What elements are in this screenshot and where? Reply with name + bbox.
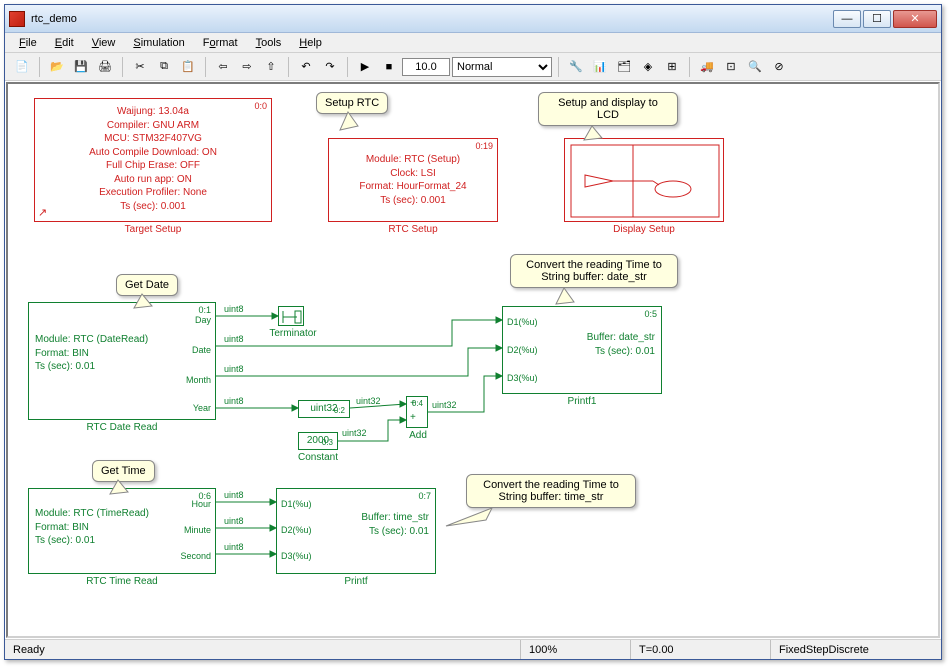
block-label-printf1: Printf1 [502,396,662,407]
menu-help[interactable]: Help [291,35,330,51]
block-label-add: Add [400,430,436,441]
app-window: rtc_demo — ☐ ✕ File Edit View Simulation… [4,4,942,660]
block-content: Buffer: date_str Ts (sec): 0.01 [503,307,661,364]
status-solver: FixedStepDiscrete [771,640,941,659]
block-label-terminator: Terminator [268,328,318,339]
callout-date-str: Convert the reading Time to String buffe… [510,254,678,288]
app-icon [9,11,25,27]
model-canvas[interactable]: 0:0 Waijung: 13.04a Compiler: GNU ARM MC… [6,82,940,638]
block-add[interactable]: 0:4 ++ [406,396,428,428]
tool-icon-9[interactable]: ⊘ [768,56,790,78]
menu-file[interactable]: File [11,35,45,51]
block-label-date-read: RTC Date Read [28,422,216,433]
callout-display-lcd: Setup and display to LCD [538,92,678,126]
block-terminator[interactable] [278,306,304,326]
tool-icon-2[interactable]: 📊 [589,56,611,78]
close-button[interactable]: ✕ [893,10,937,28]
new-icon[interactable]: 📄 [11,56,33,78]
block-content: Buffer: time_str Ts (sec): 0.01 [277,489,435,544]
block-label-time-read: RTC Time Read [28,576,216,587]
paste-icon[interactable]: 📋 [177,56,199,78]
block-content: Module: RTC (DateRead) Format: BIN Ts (s… [29,303,215,380]
up-icon[interactable]: ⇧ [260,56,282,78]
menu-format[interactable]: Format [195,35,246,51]
window-controls: — ☐ ✕ [833,10,937,28]
stop-icon[interactable]: ■ [378,56,400,78]
block-content: Waijung: 13.04a Compiler: GNU ARM MCU: S… [35,99,271,219]
toolbar: 📄 📂 💾 🖨 ✂ ⧉ 📋 ⇦ ⇨ ⇧ ↶ ↷ ▶ ■ Normal 🔧 📊 🗂… [5,53,941,81]
block-constant[interactable]: 2000 0:3 [298,432,338,450]
block-uint32[interactable]: uint32 0:2 [298,400,350,418]
menu-simulation[interactable]: Simulation [125,35,192,51]
block-label-target: Target Setup [34,224,272,235]
statusbar: Ready 100% T=0.00 FixedStepDiscrete [5,639,941,659]
tool-icon-6[interactable]: 🚚 [696,56,718,78]
callout-get-date: Get Date [116,274,178,296]
block-printf[interactable]: 0:7 D1(%u) D2(%u) D3(%u) Buffer: time_st… [276,488,436,574]
minimize-button[interactable]: — [833,10,861,28]
forward-icon[interactable]: ⇨ [236,56,258,78]
priority-label: 0:19 [475,141,493,151]
tool-icon-7[interactable]: ⊡ [720,56,742,78]
block-label-printf: Printf [276,576,436,587]
block-printf1[interactable]: 0:5 D1(%u) D2(%u) D3(%u) Buffer: date_st… [502,306,662,394]
priority-label: 0:0 [254,101,267,111]
tool-icon-3[interactable]: 🗂 [613,56,635,78]
tool-icon-1[interactable]: 🔧 [565,56,587,78]
undo-icon[interactable]: ↶ [295,56,317,78]
maximize-button[interactable]: ☐ [863,10,891,28]
redo-icon[interactable]: ↷ [319,56,341,78]
status-time: T=0.00 [631,640,771,659]
subsystem-icon [565,139,725,223]
callout-get-time: Get Time [92,460,155,482]
menu-tools[interactable]: Tools [248,35,290,51]
status-zoom: 100% [521,640,631,659]
block-rtc-setup[interactable]: 0:19 Module: RTC (Setup) Clock: LSI Form… [328,138,498,222]
play-icon[interactable]: ▶ [354,56,376,78]
back-icon[interactable]: ⇦ [212,56,234,78]
callout-setup-rtc: Setup RTC [316,92,388,114]
tool-icon-8[interactable]: 🔍 [744,56,766,78]
titlebar: rtc_demo — ☐ ✕ [5,5,941,33]
priority-label: 0:7 [418,491,431,501]
block-date-read[interactable]: 0:1 Module: RTC (DateRead) Format: BIN T… [28,302,216,420]
block-display-setup[interactable] [564,138,724,222]
block-label-rtc-setup: RTC Setup [328,224,498,235]
block-label-constant: Constant [288,452,348,463]
block-content: Module: RTC (Setup) Clock: LSI Format: H… [329,139,497,213]
sim-mode-select[interactable]: Normal [452,57,552,77]
menu-view[interactable]: View [84,35,124,51]
window-title: rtc_demo [31,13,833,25]
print-icon[interactable]: 🖨 [94,56,116,78]
priority-label: 0:1 [198,305,211,315]
menubar: File Edit View Simulation Format Tools H… [5,33,941,53]
tool-icon-4[interactable]: ◈ [637,56,659,78]
block-target-setup[interactable]: 0:0 Waijung: 13.04a Compiler: GNU ARM MC… [34,98,272,222]
cut-icon[interactable]: ✂ [129,56,151,78]
status-ready: Ready [5,640,521,659]
block-label-display: Display Setup [564,224,724,235]
menu-edit[interactable]: Edit [47,35,82,51]
sim-time-input[interactable] [402,58,450,76]
save-icon[interactable]: 💾 [70,56,92,78]
copy-icon[interactable]: ⧉ [153,56,175,78]
block-content: Module: RTC (TimeRead) Format: BIN Ts (s… [29,489,215,554]
block-time-read[interactable]: 0:6 Module: RTC (TimeRead) Format: BIN T… [28,488,216,574]
tool-icon-5[interactable]: ⊞ [661,56,683,78]
open-icon[interactable]: 📂 [46,56,68,78]
callout-time-str: Convert the reading Time to String buffe… [466,474,636,508]
priority-label: 0:5 [644,309,657,319]
